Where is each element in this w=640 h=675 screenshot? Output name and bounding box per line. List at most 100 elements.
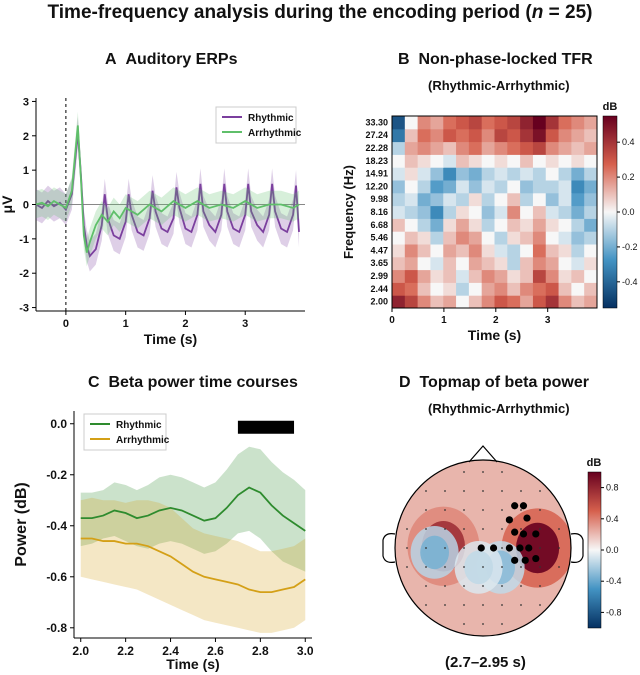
panel-d-electrode xyxy=(425,547,427,549)
panel-b-x-tick-label: 1 xyxy=(441,315,447,326)
panel-a-x-tick-label: 1 xyxy=(123,318,129,330)
panel-b-y-tick-label: 33.30 xyxy=(365,117,388,127)
panel-d-electrode xyxy=(444,509,446,511)
panel-d-significant-electrode xyxy=(511,502,519,510)
panel-a-chart: -3 -2 -1 0 1 2 3 0 1 2 3 Time (s) μV Rhythmic Arrhythm… xyxy=(0,96,305,347)
panel-d-head-outline xyxy=(394,459,572,637)
panel-b-cell xyxy=(417,116,431,130)
panel-b-cell xyxy=(456,282,470,296)
panel-b-x-tick-label: 0 xyxy=(389,315,395,326)
panel-b-cell xyxy=(520,244,534,258)
panel-d-electrode xyxy=(482,623,484,625)
panel-b-y-tick-label: 2.44 xyxy=(370,284,388,294)
panel-b-cell xyxy=(404,128,419,143)
panel-d-electrode xyxy=(482,471,484,473)
panel-b-cell xyxy=(430,180,444,194)
panel-b-cell xyxy=(558,116,572,130)
panel-b-cell xyxy=(404,295,419,309)
panel-b-cell xyxy=(532,154,547,168)
panel-d-electrode xyxy=(425,490,427,492)
panel-d-electrode xyxy=(520,528,522,530)
panel-b-cell xyxy=(481,256,495,271)
panel-d-electrode xyxy=(501,471,503,473)
panel-b-subtitle: (Rhythmic-Arrhythmic) xyxy=(428,78,570,93)
panel-b-cell xyxy=(532,205,547,219)
panel-b-cell xyxy=(443,244,457,258)
panel-b-cell xyxy=(558,205,572,219)
panel-b-cell xyxy=(532,116,547,130)
panel-c-y-label: Power (dB) xyxy=(13,482,30,566)
panel-d-significant-electrode xyxy=(477,544,485,552)
panel-d-letter: D xyxy=(399,374,411,391)
panel-b-cell xyxy=(520,180,534,194)
panel-b-cell xyxy=(430,282,444,296)
panel-b-cell xyxy=(392,180,406,194)
panel-b-cell xyxy=(571,231,585,245)
panel-b-cell xyxy=(571,205,585,219)
panel-b-cell xyxy=(417,282,431,296)
panel-d-electrode xyxy=(539,604,541,606)
panel-d-electrode xyxy=(444,566,446,568)
panel-c-title-text: Beta power time courses xyxy=(108,374,298,391)
panel-b-cell xyxy=(494,269,508,283)
panel-b-cell xyxy=(532,282,547,296)
panel-a-ci-arrhythmic xyxy=(36,111,300,267)
panel-b-cell xyxy=(404,205,419,219)
panel-b-cell xyxy=(494,192,508,207)
panel-d-electrode xyxy=(501,490,503,492)
panel-b-cell xyxy=(520,116,534,130)
panel-d-electrode xyxy=(444,547,446,549)
panel-d-electrode xyxy=(482,528,484,530)
panel-d-electrode xyxy=(444,528,446,530)
panel-d-electrode xyxy=(501,547,503,549)
panel-b-cell xyxy=(571,218,585,232)
panel-d-colorbar xyxy=(587,471,602,629)
panel-b-cell xyxy=(456,141,470,155)
panel-b-cell xyxy=(481,180,495,194)
panel-b-cell xyxy=(507,128,521,143)
title-suffix: = 25) xyxy=(543,2,593,23)
panel-b-cell xyxy=(558,128,572,143)
panel-b-cell xyxy=(456,128,470,143)
panel-b-cell xyxy=(494,256,508,271)
panel-b-cell xyxy=(404,192,419,207)
panel-b-cell xyxy=(545,154,560,168)
panel-a-x-label: Time (s) xyxy=(144,331,197,347)
panel-b-cell xyxy=(443,231,457,245)
panel-b-y-tick-label: 27.24 xyxy=(365,130,388,140)
panel-b-cell xyxy=(392,282,406,296)
panel-d-electrode xyxy=(425,604,427,606)
panel-b-cell xyxy=(558,218,572,232)
panel-b-cell xyxy=(584,154,598,168)
title-n: n xyxy=(531,2,544,23)
panel-b-cell xyxy=(468,218,483,232)
panel-b-cell xyxy=(404,244,419,258)
panel-b-cell xyxy=(494,154,508,168)
panel-c-x-tick-label: 2.0 xyxy=(72,644,89,658)
panel-b-cell xyxy=(443,116,457,130)
panel-b-cell xyxy=(520,218,534,232)
panel-b-cell xyxy=(545,282,560,296)
panel-b-cell xyxy=(417,269,431,283)
panel-d-right-ear xyxy=(570,533,584,563)
panel-b-cell xyxy=(430,205,444,219)
panel-d-electrode xyxy=(501,585,503,587)
panel-b-cell xyxy=(507,282,521,296)
panel-d-electrode xyxy=(539,528,541,530)
panel-b-cell xyxy=(532,180,547,194)
panel-b-cell xyxy=(430,116,444,130)
panel-d-subtitle: (Rhythmic-Arrhythmic) xyxy=(428,401,570,416)
panel-c-ci-arrhythmic xyxy=(80,497,306,633)
panel-b-cell xyxy=(392,256,406,271)
panel-a-legend-label: Arrhythmic xyxy=(248,128,302,139)
panel-b-cell xyxy=(392,205,406,219)
panel-d-electrode xyxy=(482,490,484,492)
panel-d-electrode xyxy=(501,623,503,625)
panel-d-left-ear xyxy=(382,533,396,563)
panel-b-cell xyxy=(532,269,547,283)
panel-b-cell xyxy=(404,231,419,245)
panel-b-cell xyxy=(468,192,483,207)
panel-b-cell xyxy=(456,154,470,168)
panel-c-line-rhythmic xyxy=(80,486,306,532)
panel-b-cell xyxy=(468,141,483,155)
